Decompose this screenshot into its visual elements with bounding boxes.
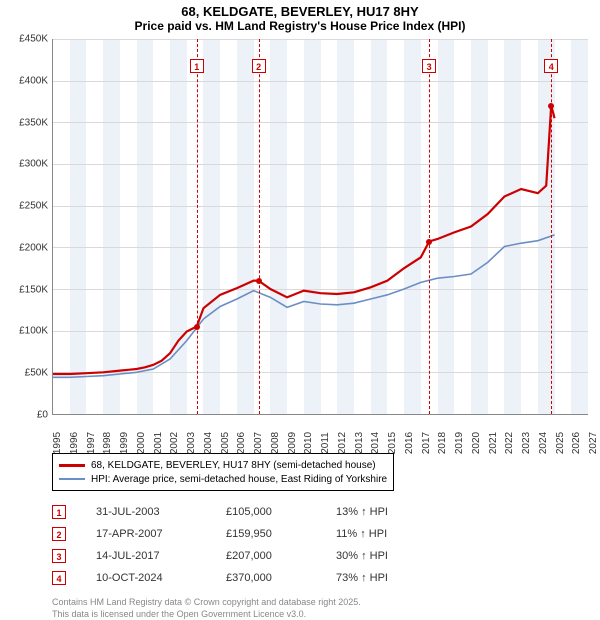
x-tick-label: 1998	[102, 432, 104, 454]
x-tick-label: 2023	[521, 432, 523, 454]
x-tick-label: 2026	[571, 432, 573, 454]
legend-row: 68, KELDGATE, BEVERLEY, HU17 8HY (semi-d…	[59, 458, 387, 472]
marker-dot	[426, 239, 432, 245]
plot-area: 1 2 3 4	[52, 39, 588, 415]
x-tick-label: 2022	[504, 432, 506, 454]
x-tick-label: 2017	[421, 432, 423, 454]
x-tick-label: 2010	[303, 432, 305, 454]
x-tick-label: 2015	[387, 432, 389, 454]
event-date: 17-APR-2007	[96, 528, 196, 540]
x-tick-label: 2014	[370, 432, 372, 454]
line-svg	[53, 39, 588, 414]
x-tick-label: 2005	[220, 432, 222, 454]
x-tick-label: 2011	[320, 432, 322, 454]
x-tick-label: 2013	[354, 432, 356, 454]
y-tick-label: £400K	[19, 75, 48, 86]
event-row: 2 17-APR-2007 £159,950 11% ↑ HPI	[52, 523, 588, 545]
x-tick-label: 2021	[488, 432, 490, 454]
event-date: 31-JUL-2003	[96, 506, 196, 518]
event-number: 3	[52, 549, 66, 563]
x-tick-label: 2012	[337, 432, 339, 454]
x-tick-label: 2018	[437, 432, 439, 454]
marker-line	[429, 39, 430, 414]
event-pct: 73% ↑ HPI	[336, 572, 436, 584]
x-tick-label: 2020	[471, 432, 473, 454]
event-number: 4	[52, 571, 66, 585]
subtitle: Price paid vs. HM Land Registry's House …	[8, 19, 592, 33]
event-price: £207,000	[226, 550, 306, 562]
legend-label: HPI: Average price, semi-detached house,…	[91, 474, 387, 485]
x-tick-label: 2000	[136, 432, 138, 454]
marker-dot	[194, 324, 200, 330]
x-tick-label: 2001	[153, 432, 155, 454]
legend: 68, KELDGATE, BEVERLEY, HU17 8HY (semi-d…	[52, 453, 394, 491]
x-tick-label: 2019	[454, 432, 456, 454]
x-tick-label: 2025	[555, 432, 557, 454]
y-axis: £0£50K£100K£150K£200K£250K£300K£350K£400…	[8, 39, 52, 415]
legend-row: HPI: Average price, semi-detached house,…	[59, 472, 387, 486]
marker-number: 1	[190, 59, 204, 73]
footer-line-2: This data is licensed under the Open Gov…	[52, 609, 588, 620]
x-tick-label: 2006	[236, 432, 238, 454]
y-tick-label: £150K	[19, 284, 48, 295]
event-price: £370,000	[226, 572, 306, 584]
x-axis: 1995199619971998199920002001200220032004…	[52, 415, 588, 445]
event-pct: 11% ↑ HPI	[336, 528, 436, 540]
x-tick-label: 2008	[270, 432, 272, 454]
footer-line-1: Contains HM Land Registry data © Crown c…	[52, 597, 588, 609]
event-date: 14-JUL-2017	[96, 550, 196, 562]
chart-container: 68, KELDGATE, BEVERLEY, HU17 8HY Price p…	[0, 0, 600, 620]
legend-swatch	[59, 478, 85, 480]
y-tick-label: £450K	[19, 34, 48, 45]
event-number: 1	[52, 505, 66, 519]
y-tick-label: £350K	[19, 117, 48, 128]
event-price: £105,000	[226, 506, 306, 518]
event-row: 1 31-JUL-2003 £105,000 13% ↑ HPI	[52, 501, 588, 523]
events-table: 1 31-JUL-2003 £105,000 13% ↑ HPI 2 17-APR-200…	[52, 501, 588, 589]
event-pct: 13% ↑ HPI	[336, 506, 436, 518]
titles: 68, KELDGATE, BEVERLEY, HU17 8HY Price p…	[8, 4, 592, 33]
marker-number: 3	[422, 59, 436, 73]
marker-number: 4	[544, 59, 558, 73]
series-line	[53, 106, 555, 374]
marker-line	[197, 39, 198, 414]
x-tick-label: 2003	[186, 432, 188, 454]
x-tick-label: 2009	[287, 432, 289, 454]
x-tick-label: 1995	[52, 432, 54, 454]
event-pct: 30% ↑ HPI	[336, 550, 436, 562]
x-tick-label: 2016	[404, 432, 406, 454]
y-tick-label: £50K	[25, 368, 48, 379]
marker-dot	[548, 103, 554, 109]
marker-dot	[256, 278, 262, 284]
legend-label: 68, KELDGATE, BEVERLEY, HU17 8HY (semi-d…	[91, 460, 376, 471]
marker-line	[551, 39, 552, 414]
x-tick-label: 2004	[203, 432, 205, 454]
legend-swatch	[59, 464, 85, 467]
event-number: 2	[52, 527, 66, 541]
marker-line	[259, 39, 260, 414]
event-price: £159,950	[226, 528, 306, 540]
x-tick-label: 1996	[69, 432, 71, 454]
y-tick-label: £100K	[19, 326, 48, 337]
x-tick-label: 1999	[119, 432, 121, 454]
x-tick-label: 2027	[588, 432, 590, 454]
chart-area: £0 £50K £100K £150K £200K £250K £300K £350K £400…	[8, 39, 592, 445]
x-tick-label: 2024	[538, 432, 540, 454]
address-title: 68, KELDGATE, BEVERLEY, HU17 8HY	[8, 4, 592, 19]
y-tick-label: £250K	[19, 201, 48, 212]
event-date: 10-OCT-2024	[96, 572, 196, 584]
marker-number: 2	[252, 59, 266, 73]
x-tick-label: 1997	[86, 432, 88, 454]
x-tick-label: 2002	[169, 432, 171, 454]
x-tick-label: 2007	[253, 432, 255, 454]
event-row: 3 14-JUL-2017 £207,000 30% ↑ HPI	[52, 545, 588, 567]
event-row: 4 10-OCT-2024 £370,000 73% ↑ HPI	[52, 567, 588, 589]
footer: Contains HM Land Registry data © Crown c…	[52, 597, 588, 620]
y-tick-label: £300K	[19, 159, 48, 170]
y-tick-label: £0	[37, 410, 48, 421]
y-tick-label: £200K	[19, 242, 48, 253]
series-line	[53, 235, 555, 378]
